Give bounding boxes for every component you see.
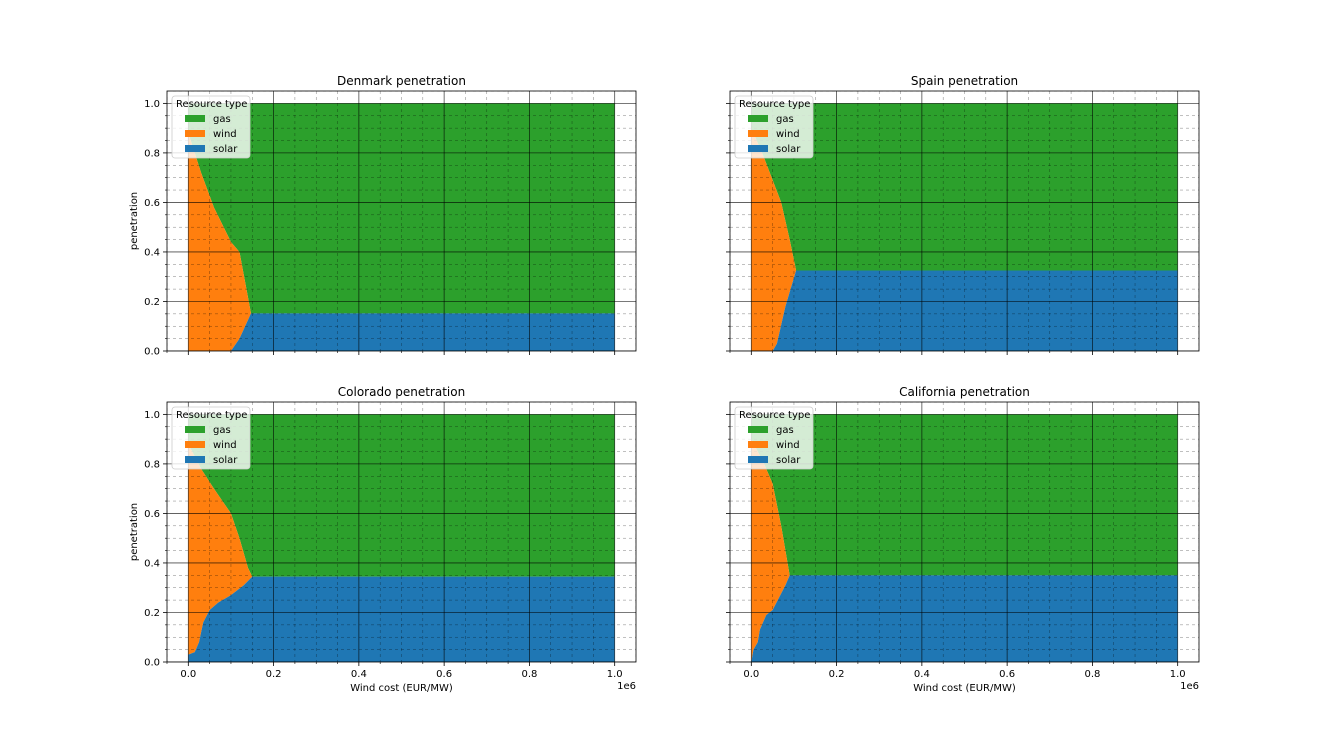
legend-swatch-wind	[748, 130, 768, 137]
x-tick-label: 0.2	[266, 669, 282, 680]
legend-label-solar: solar	[213, 455, 238, 466]
legend-box	[171, 95, 251, 159]
legend-swatch-wind	[185, 130, 205, 137]
x-offset-text: 1e6	[617, 681, 636, 692]
chart-title: California penetration	[899, 385, 1030, 399]
legend-swatch-gas	[748, 115, 768, 122]
y-tick-label: 0.4	[144, 558, 160, 569]
legend-swatch-wind	[185, 441, 205, 448]
legend-title: Resource type	[176, 99, 247, 110]
legend-swatch-solar	[185, 145, 205, 152]
legend-label-wind: wind	[776, 440, 800, 451]
legend-label-gas: gas	[213, 114, 231, 125]
chart-panel-2: 0.0 0.2 0.4 0.6 0.8 1.0 0.0 0.2 0.4 0.6 0.8 1.0 Colo…	[129, 385, 637, 694]
legend-label-solar: solar	[213, 144, 238, 155]
y-tick-label: 1.0	[144, 99, 160, 110]
y-tick-label: 0.8	[144, 459, 160, 470]
y-tick-label: 0.4	[144, 247, 160, 258]
legend: Resource type gas wind solar	[171, 95, 251, 159]
x-tick-label: 0.6	[999, 669, 1015, 680]
x-tick-label: 0.0	[180, 669, 196, 680]
plot-area	[730, 91, 1199, 351]
legend-swatch-solar	[748, 456, 768, 463]
y-tick-label: 0.6	[144, 509, 160, 520]
chart-panel-3: 0.0 0.2 0.4 0.6 0.8 1.0 California penetration…	[726, 385, 1200, 694]
legend: Resource type gas wind solar	[734, 95, 814, 159]
y-tick-label: 0.2	[144, 608, 160, 619]
y-tick-label: 0.2	[144, 297, 160, 308]
x-tick-label: 1.0	[1170, 669, 1186, 680]
chart-panel-1: Spain penetration Resource type gas wind sol…	[726, 74, 1200, 355]
x-tick-label: 0.0	[743, 669, 759, 680]
legend-label-gas: gas	[776, 114, 794, 125]
x-offset-text: 1e6	[1180, 681, 1199, 692]
y-tick-label: 0.8	[144, 148, 160, 159]
legend-box	[734, 406, 814, 470]
x-tick-label: 0.4	[351, 669, 367, 680]
legend-title: Resource type	[739, 410, 810, 421]
legend-label-solar: solar	[776, 144, 801, 155]
chart-title: Spain penetration	[911, 74, 1018, 88]
legend-box	[734, 95, 814, 159]
legend-swatch-gas	[185, 426, 205, 433]
y-tick-label: 0.6	[144, 198, 160, 209]
legend-label-wind: wind	[213, 440, 237, 451]
legend-swatch-wind	[748, 441, 768, 448]
legend: Resource type gas wind solar	[171, 406, 251, 470]
legend-title: Resource type	[176, 410, 247, 421]
legend-title: Resource type	[739, 99, 810, 110]
y-tick-label: 1.0	[144, 410, 160, 421]
y-axis-label: penetration	[129, 192, 140, 250]
y-tick-label: 0.0	[144, 347, 160, 358]
legend-label-wind: wind	[776, 129, 800, 140]
chart-panel-0: 0.0 0.2 0.4 0.6 0.8 1.0 Denmark penetration pen…	[129, 74, 637, 358]
legend-label-solar: solar	[776, 455, 801, 466]
x-tick-label: 0.2	[829, 669, 845, 680]
area-wind	[188, 133, 615, 351]
chart-title: Colorado penetration	[338, 385, 465, 399]
x-axis-label: Wind cost (EUR/MW)	[350, 683, 453, 694]
legend-swatch-solar	[185, 456, 205, 463]
legend-swatch-gas	[748, 426, 768, 433]
y-tick-label: 0.0	[144, 658, 160, 669]
legend-swatch-gas	[185, 115, 205, 122]
x-tick-label: 0.4	[914, 669, 930, 680]
legend: Resource type gas wind solar	[734, 406, 814, 470]
legend-swatch-solar	[748, 145, 768, 152]
legend-label-gas: gas	[213, 425, 231, 436]
x-tick-label: 1.0	[607, 669, 623, 680]
x-axis-label: Wind cost (EUR/MW)	[913, 683, 1016, 694]
plot-area	[167, 402, 636, 662]
x-tick-label: 0.6	[436, 669, 452, 680]
legend-label-gas: gas	[776, 425, 794, 436]
y-axis-label: penetration	[129, 503, 140, 561]
chart-title: Denmark penetration	[337, 74, 466, 88]
legend-box	[171, 406, 251, 470]
legend-label-wind: wind	[213, 129, 237, 140]
x-tick-label: 0.8	[1084, 669, 1100, 680]
x-tick-label: 0.8	[521, 669, 537, 680]
plot-area	[730, 402, 1199, 662]
